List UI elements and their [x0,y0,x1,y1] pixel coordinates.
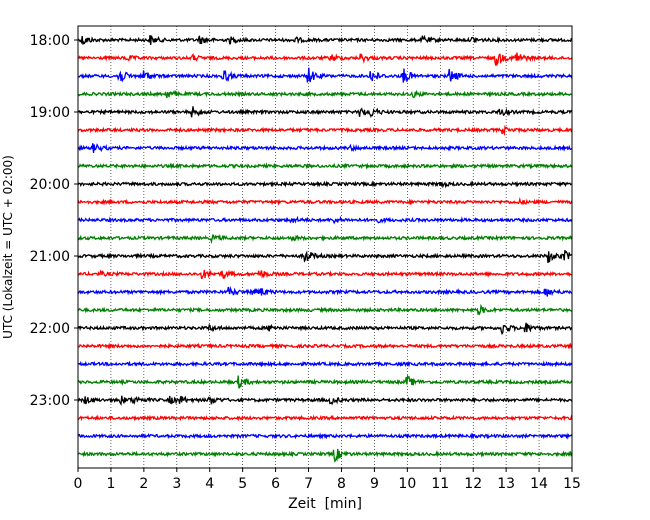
x-tick-label: 11 [431,476,449,492]
x-tick-label: 8 [337,476,346,492]
trace-line [77,162,573,170]
y-tick-label: 19:00 [30,105,70,121]
trace-line [78,303,573,316]
trace-line [77,448,573,463]
x-tick-label: 4 [205,476,214,492]
x-tick-label: 14 [530,476,548,492]
trace-line [77,269,573,280]
y-tick-label: 22:00 [30,321,70,337]
y-axis-label: UTC (Lokalzeit = UTC + 02:00) [1,155,15,339]
x-tick-label: 15 [563,476,581,492]
x-tick-label: 3 [172,476,181,492]
x-axis-ticks: 0 1 2 3 4 5 6 7 8 9 10 11 12 13 14 15 [74,468,581,492]
plot-frame [77,25,573,469]
trace-line [77,180,573,189]
trace-line [77,143,573,153]
trace-line [77,360,573,368]
trace-line [77,67,573,83]
trace-line [77,432,573,440]
trace-line [77,196,573,206]
y-tick-label: 20:00 [30,177,70,193]
x-tick-label: 5 [238,476,247,492]
trace-line [77,89,573,99]
trace-line [77,395,573,406]
trace-line [77,250,573,263]
trace-line [77,233,573,245]
x-tick-label: 6 [271,476,280,492]
x-tick-label: 7 [304,476,313,492]
x-tick-label: 1 [106,476,115,492]
y-tick-label: 18:00 [30,33,70,49]
trace-group [77,34,573,463]
x-tick-label: 13 [497,476,515,492]
x-tick-label: 10 [398,476,416,492]
y-axis-ticks: 18:00 19:00 20:00 21:00 22:00 23:00 [30,33,78,409]
trace-line [77,342,573,350]
trace-line [77,215,573,225]
trace-line [77,322,573,336]
trace-line [77,52,573,67]
trace-line [77,285,573,297]
trace-line [77,414,573,422]
trace-line [77,106,573,118]
y-tick-label: 23:00 [30,393,70,409]
x-axis-label: Zeit [min] [288,496,362,512]
trace-line [77,34,572,46]
x-tick-label: 2 [139,476,148,492]
y-tick-label: 21:00 [30,249,70,265]
trace-line [77,124,573,137]
x-tick-label: 9 [370,476,379,492]
x-tick-label: 0 [74,476,83,492]
x-tick-label: 12 [464,476,482,492]
trace-line [77,374,573,389]
